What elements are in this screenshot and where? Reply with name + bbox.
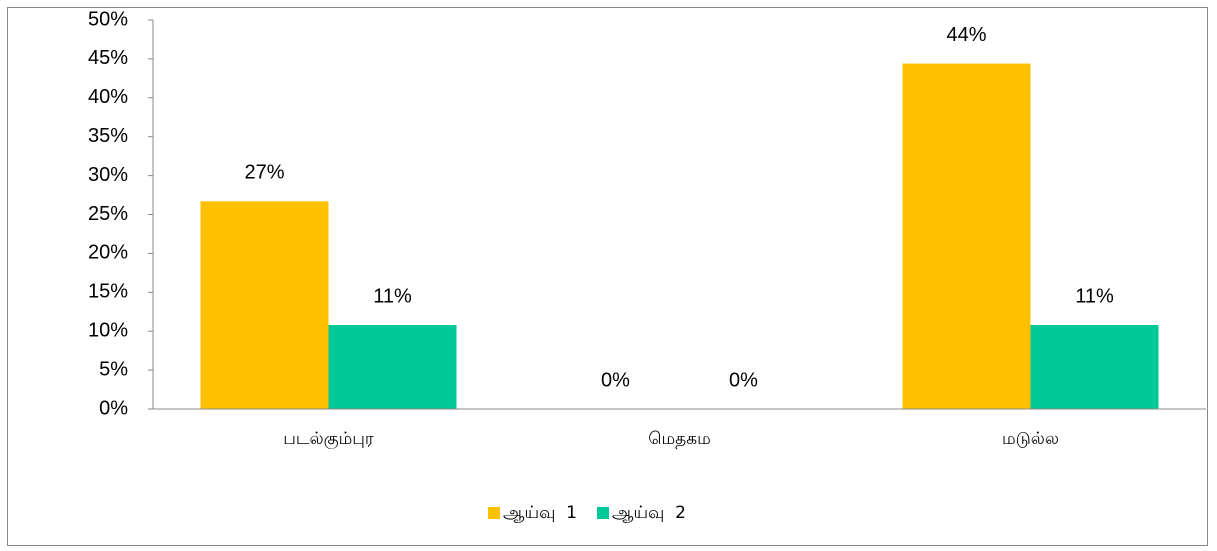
legend-swatch [596, 507, 609, 519]
y-tick-label: 35% [88, 125, 128, 147]
y-tick-label: 25% [88, 203, 128, 225]
data-label: 0% [601, 369, 630, 391]
legend-label: ஆய்வு 2 [612, 503, 686, 523]
y-tick-label: 40% [88, 86, 128, 108]
legend-label: ஆய்வு 1 [503, 503, 577, 523]
data-label: 27% [244, 162, 284, 184]
bar [902, 63, 1031, 410]
data-label: 44% [946, 24, 986, 46]
x-tick-label: படல்கும்புர [283, 429, 374, 449]
legend-swatch [488, 507, 500, 519]
y-tick-label: 45% [88, 47, 128, 69]
y-tick-label: 0% [99, 397, 128, 419]
bar [200, 201, 329, 409]
x-tick-label: மெதகம [648, 429, 711, 449]
data-label: 11% [1075, 285, 1114, 307]
data-label: 11% [373, 285, 412, 307]
y-tick-label: 15% [88, 281, 128, 303]
data-label: 0% [729, 369, 758, 391]
y-tick-label: 30% [88, 164, 128, 186]
bar [328, 324, 457, 409]
bar [1030, 324, 1159, 409]
y-tick-label: 50% [88, 8, 128, 30]
y-tick-label: 10% [88, 319, 128, 341]
x-tick-label: மடுல்ல [1002, 429, 1059, 449]
y-tick-label: 5% [99, 358, 128, 380]
y-tick-label: 20% [88, 242, 128, 264]
